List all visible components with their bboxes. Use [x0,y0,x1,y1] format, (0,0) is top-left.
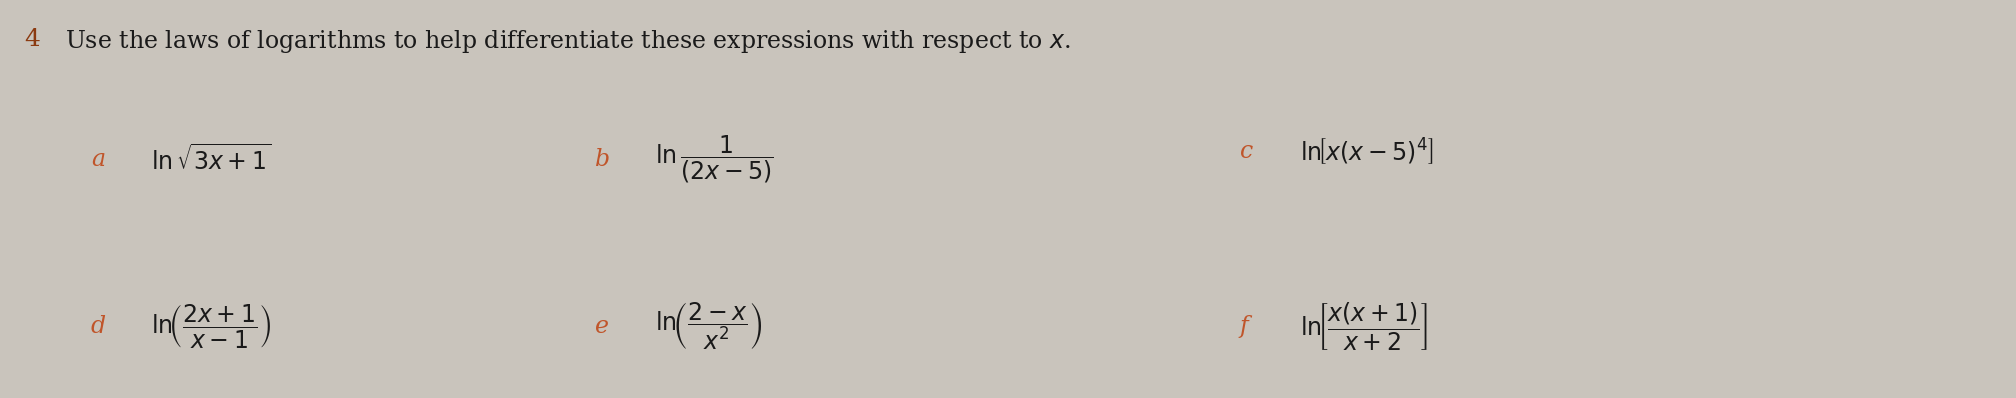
Text: f: f [1240,315,1248,338]
Text: $\mathrm{ln}\!\left(\dfrac{2x+1}{x-1}\right)$: $\mathrm{ln}\!\left(\dfrac{2x+1}{x-1}\ri… [151,302,272,350]
Text: $\mathrm{ln}\!\left[x(x-5)^{4}\right]$: $\mathrm{ln}\!\left[x(x-5)^{4}\right]$ [1300,136,1433,167]
Text: $\mathrm{ln}\!\left(\dfrac{2-x}{x^{2}}\right)$: $\mathrm{ln}\!\left(\dfrac{2-x}{x^{2}}\r… [655,300,762,352]
Text: $\mathrm{ln}\,\sqrt{3x+1}$: $\mathrm{ln}\,\sqrt{3x+1}$ [151,144,272,174]
Text: a: a [91,148,105,171]
Text: Use the laws of logarithms to help differentiate these expressions with respect : Use the laws of logarithms to help diffe… [65,28,1070,55]
Text: d: d [91,315,107,338]
Text: $\mathrm{ln}\!\left[\dfrac{x(x+1)}{x+2}\right]$: $\mathrm{ln}\!\left[\dfrac{x(x+1)}{x+2}\… [1300,300,1429,353]
Text: $\mathrm{ln}\,\dfrac{1}{(2x-5)}$: $\mathrm{ln}\,\dfrac{1}{(2x-5)}$ [655,133,774,185]
Text: 4: 4 [24,28,40,51]
Text: e: e [595,315,609,338]
Text: b: b [595,148,611,171]
Text: c: c [1240,140,1254,163]
